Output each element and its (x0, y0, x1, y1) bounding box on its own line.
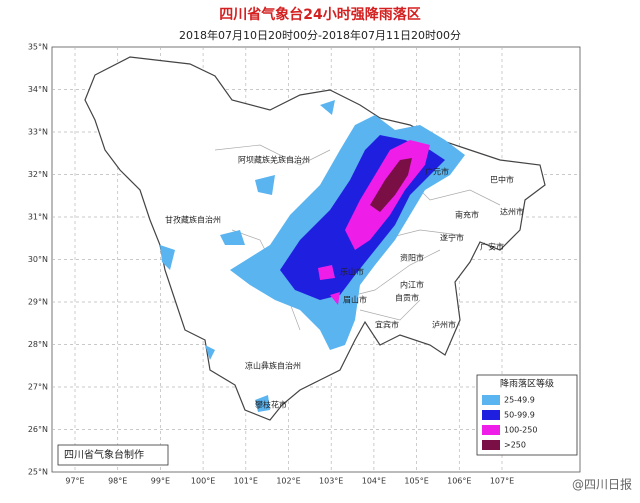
region-label: 甘孜藏族自治州 (165, 215, 221, 225)
region-label: 阿坝藏族羌族自治州 (238, 155, 310, 165)
lon-label: 99°E (151, 477, 170, 486)
lon-label: 98°E (108, 477, 127, 486)
region-label: 广元市 (425, 167, 449, 177)
lon-label: 105°E (404, 477, 428, 486)
region-label: 攀枝花市 (255, 400, 287, 410)
watermark: @四川日报 (572, 477, 632, 492)
region-label: 凉山彝族自治州 (245, 361, 301, 371)
lon-label: 104°E (362, 477, 386, 486)
lat-label: 30°N (28, 255, 48, 264)
lat-label: 32°N (28, 170, 48, 179)
lat-label: 34°N (28, 85, 48, 94)
lon-label: 101°E (234, 477, 258, 486)
region-label: 达州市 (500, 207, 524, 217)
lat-label: 27°N (28, 383, 48, 392)
title: 四川省气象台24小时强降雨落区 (219, 6, 420, 23)
lat-label: 33°N (28, 128, 48, 137)
legend-title: 降雨落区等级 (500, 378, 554, 390)
credit: 四川省气象台制作 (64, 448, 144, 461)
region-label: 眉山市 (343, 295, 367, 305)
lat-label: 25°N (28, 468, 48, 477)
legend: 25-49.9 50-99.9 100-250 >250 (482, 395, 537, 450)
subtitle: 2018年07月10日20时00分-2018年07月11日20时00分 (179, 28, 461, 42)
lat-label: 28°N (28, 340, 48, 349)
legend-swatch (482, 395, 500, 405)
lat-label: 31°N (28, 213, 48, 222)
region-label: 内江市 (400, 280, 424, 290)
lon-label: 106°E (447, 477, 471, 486)
rain-area-above-250 (370, 158, 412, 212)
region-label: 遂宁市 (440, 233, 464, 243)
legend-label: >250 (504, 441, 526, 450)
legend-swatch (482, 410, 500, 420)
credit-box (57, 444, 169, 466)
region-label: 泸州市 (432, 320, 456, 330)
lon-label: 103°E (319, 477, 343, 486)
legend-swatch (482, 425, 500, 435)
region-label: 资阳市 (400, 253, 424, 263)
legend-label: 100-250 (504, 426, 537, 435)
lon-label: 107°E (490, 477, 514, 486)
region-label: 巴中市 (490, 175, 514, 185)
region-label: 乐山市 (340, 267, 364, 277)
region-label: 广安市 (480, 242, 504, 252)
legend-swatch (482, 440, 500, 450)
legend-label: 25-49.9 (504, 396, 535, 405)
region-label: 南充市 (455, 210, 479, 220)
lon-label: 100°E (191, 477, 215, 486)
lat-label: 29°N (28, 298, 48, 307)
region-label: 宜宾市 (375, 320, 399, 330)
legend-label: 50-99.9 (504, 411, 535, 420)
lon-label: 102°E (276, 477, 300, 486)
lat-label: 26°N (28, 425, 48, 434)
lon-label: 97°E (65, 477, 84, 486)
lat-label: 35°N (28, 43, 48, 52)
region-label: 自贡市 (395, 293, 419, 303)
